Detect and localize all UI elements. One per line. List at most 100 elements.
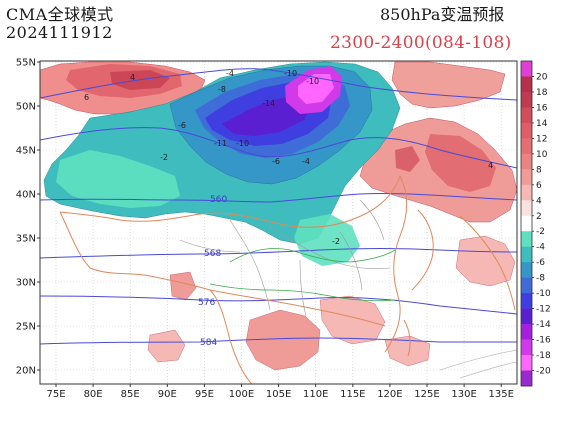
colorbar-label: 20: [536, 72, 548, 82]
colorbar-swatch: [521, 107, 532, 124]
contour-label-568: 568: [204, 249, 221, 259]
colorbar-label: 14: [536, 119, 548, 129]
colorbar-label: 16: [536, 103, 548, 113]
longitude-axis: 75E 80E 85E 90E 95E 100E 105E 110E 115E 120E 125E 1…: [46, 384, 514, 400]
colorbar-border: [520, 60, 533, 387]
colorbar-swatch: [521, 215, 532, 232]
colorbar-swatch: [521, 200, 532, 217]
height-contour-5: [40, 295, 517, 315]
colorbar-label: -10: [536, 289, 551, 299]
colorbar-swatch: [521, 339, 532, 356]
model-title: CMA全球模式 2024111912: [6, 6, 114, 42]
topography: [439, 349, 517, 379]
warm-area-northeast-core: [425, 134, 496, 192]
colorbar-swatch: [521, 277, 532, 294]
topo-line-1: [439, 349, 517, 371]
lat-tick-label: 45N: [16, 146, 36, 157]
colorbar-swatch: [521, 61, 532, 77]
colorbar-label: 8: [536, 165, 542, 175]
model-name: CMA全球模式: [6, 5, 114, 24]
temp-label: -10: [284, 69, 297, 78]
province-line-1: [229, 219, 271, 311]
product-title: 850hPa变温预报: [380, 5, 505, 24]
rivers: [209, 248, 396, 302]
lat-tick-label: 35N: [16, 234, 36, 245]
colorbar-swatch: [521, 76, 532, 93]
lat-tick-label: 50N: [16, 102, 36, 113]
cold-area-purple: [222, 96, 312, 136]
province-line-6: [359, 199, 385, 241]
forecast-period: 2300-2400(084-108): [330, 33, 512, 53]
lon-tick-label: 95E: [195, 389, 214, 400]
colorbar-label: -16: [536, 336, 551, 346]
river-yellow: [229, 248, 396, 263]
border-china-north: [59, 175, 401, 228]
map-body: 560 568 576 584 -10 -10 -14 -11 -10 -8 -…: [40, 61, 517, 384]
contour-label-584: 584: [200, 338, 217, 348]
river-yangtze: [209, 283, 396, 302]
temp-label: -11: [214, 139, 227, 148]
contour-label-560: 560: [210, 195, 227, 205]
temp-label: -10: [236, 139, 249, 148]
province-line-4: [339, 231, 363, 291]
colorbar-label: -20: [536, 367, 551, 377]
warm-area-south-2: [319, 295, 386, 345]
coast-taiwan: [403, 319, 411, 357]
temp-label: -2: [160, 153, 168, 162]
colorbar-label: 10: [536, 150, 548, 160]
lon-tick-label: 100E: [229, 389, 254, 400]
lon-tick-label: 105E: [266, 389, 291, 400]
coast-japan: [459, 215, 516, 311]
topo-line-2: [459, 361, 517, 379]
lon-tick-label: 75E: [46, 389, 65, 400]
colorbar-label: -6: [536, 258, 545, 268]
temp-label: 4: [488, 161, 493, 170]
lon-tick-label: 110E: [303, 389, 328, 400]
border-india-china: [59, 211, 211, 291]
height-contour-3: [40, 192, 517, 203]
temp-label: 4: [130, 73, 135, 82]
lon-tick-label: 135E: [488, 389, 513, 400]
lon-tick-label: 85E: [121, 389, 140, 400]
colorbar-swatch: [521, 91, 532, 108]
colorbar-label: 6: [536, 181, 542, 191]
colorbar-swatch: [521, 262, 532, 278]
lat-tick-label: 20N: [16, 366, 36, 377]
temp-label: -8: [218, 85, 226, 94]
colorbar-label: -2: [536, 227, 545, 237]
latitude-axis: 55N 50N 45N 40N 35N 30N 25N 20N: [16, 58, 40, 377]
lon-tick-label: 115E: [340, 389, 365, 400]
colorbar-label: 18: [536, 88, 548, 98]
temp-label: -6: [272, 157, 280, 166]
temp-labels: -10 -10 -14 -11 -10 -8 -6 -4 -6 -4 -2 4 …: [84, 69, 493, 246]
forecast-hours: 084-108: [431, 33, 505, 53]
lon-tick-label: 130E: [451, 389, 476, 400]
temp-label: -4: [302, 157, 310, 166]
colorbar-swatch: [521, 122, 532, 139]
colorbar: 20 18 16 14 12 10 8 6 4 2 -2 -4 -6 -8 -10 -12 -14 -16 -18 -…: [520, 60, 551, 387]
temp-label: -10: [306, 77, 319, 86]
warm-area-south-1: [245, 309, 321, 371]
coast-korea: [411, 209, 434, 291]
colorbar-label: 2: [536, 212, 542, 222]
temp-label: 6: [84, 93, 89, 102]
colorbar-label: -4: [536, 243, 545, 253]
cold-area-green: [56, 150, 180, 208]
colorbar-label: -12: [536, 305, 551, 315]
colorbar-swatch: [521, 138, 532, 155]
lat-tick-label: 30N: [16, 278, 36, 289]
province-line-5: [179, 239, 241, 253]
lon-tick-label: 120E: [377, 389, 402, 400]
colorbar-swatch: [521, 308, 532, 325]
province-line-3: [299, 259, 307, 317]
colorbar-label: -18: [536, 351, 551, 361]
colorbar-swatch: [521, 324, 532, 340]
warm-area-south-4: [147, 329, 186, 363]
temp-label: -14: [262, 99, 275, 108]
colorbar-swatch: [521, 169, 532, 186]
colorbar-label: 12: [536, 134, 547, 144]
colorbar-swatch: [521, 355, 532, 371]
lon-tick-label: 80E: [84, 389, 103, 400]
colorbar-label: -8: [536, 274, 545, 284]
